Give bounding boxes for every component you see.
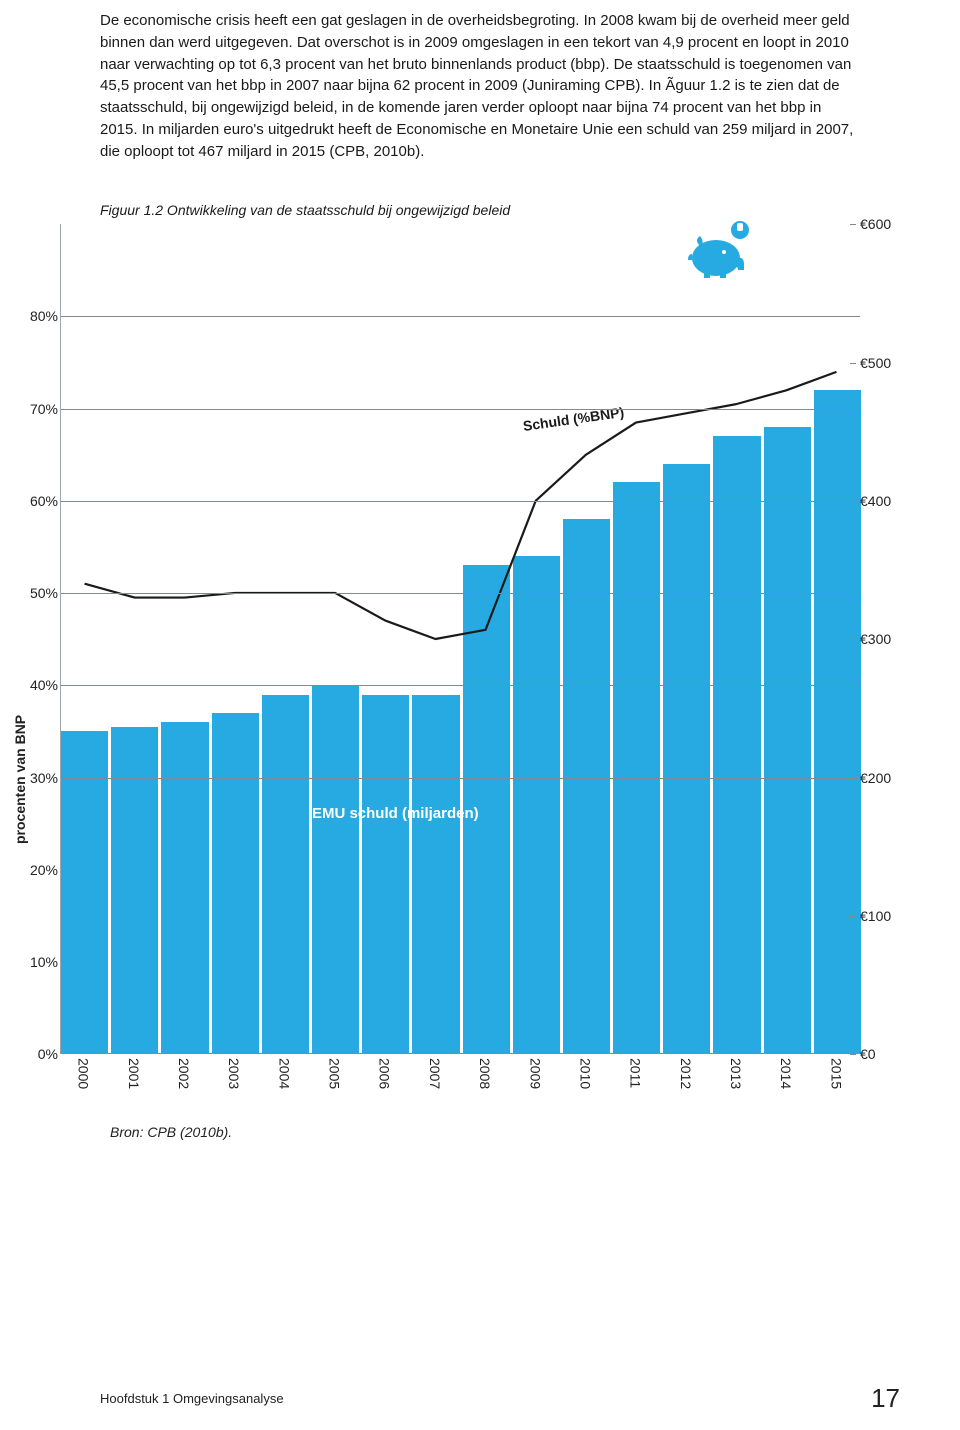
- y-right-tick: €400: [860, 493, 906, 509]
- line-layer: [61, 224, 860, 1054]
- y-left-tick: 80%: [28, 308, 58, 324]
- chart-title: Figuur 1.2 Ontwikkeling van de staatssch…: [100, 202, 960, 218]
- y-left-tick: 70%: [28, 401, 58, 417]
- y-left-axis-label: procenten van BNP: [12, 715, 28, 844]
- body-paragraph: De economische crisis heeft een gat gesl…: [100, 10, 860, 162]
- y-left-tick: 20%: [28, 862, 58, 878]
- y-left-tick: 10%: [28, 954, 58, 970]
- x-tick-label: 2005: [327, 1058, 343, 1089]
- x-tick-label: 2007: [427, 1058, 443, 1089]
- line-path: [85, 372, 837, 639]
- chart-source: Bron: CPB (2010b).: [110, 1124, 232, 1140]
- x-tick-label: 2000: [76, 1058, 92, 1089]
- footer-page-number: 17: [871, 1383, 900, 1414]
- x-tick-label: 2001: [126, 1058, 142, 1089]
- piggy-bank-icon: [686, 220, 756, 280]
- y-left-tick: 60%: [28, 493, 58, 509]
- y-left-tick: 30%: [28, 770, 58, 786]
- footer-chapter: Hoofdstuk 1 Omgevingsanalyse: [100, 1391, 284, 1406]
- x-tick-label: 2004: [276, 1058, 292, 1089]
- x-tick-label: 2002: [176, 1058, 192, 1089]
- x-tick-label: 2006: [377, 1058, 393, 1089]
- x-tick-label: 2013: [728, 1058, 744, 1089]
- bar-series-label: EMU schuld (miljarden): [312, 805, 479, 822]
- y-right-tick: €100: [860, 908, 906, 924]
- y-right-tick: €0: [860, 1046, 906, 1062]
- x-tick-label: 2014: [778, 1058, 794, 1089]
- x-tick-label: 2015: [828, 1058, 844, 1089]
- x-tick-label: 2011: [628, 1058, 644, 1088]
- chart-container: procenten van BNP EMU-schuld in miljarde…: [0, 224, 960, 1184]
- y-left-tick: 0%: [28, 1046, 58, 1062]
- y-left-tick: 40%: [28, 677, 58, 693]
- chart-plot-area: EMU schuld (miljarden) Schuld (%BNP): [60, 224, 860, 1054]
- x-tick-label: 2010: [577, 1058, 593, 1089]
- y-right-tick: €600: [860, 216, 906, 232]
- y-right-tick: €500: [860, 355, 906, 371]
- x-tick-label: 2008: [477, 1058, 493, 1089]
- x-tick-label: 2012: [678, 1058, 694, 1089]
- y-left-tick: 50%: [28, 585, 58, 601]
- y-right-tick: €200: [860, 770, 906, 786]
- y-right-tick: €300: [860, 631, 906, 647]
- x-tick-label: 2003: [226, 1058, 242, 1089]
- x-axis-labels: 2000 2001 2002 2003 2004 2005 2006 2007 2008 2009…: [60, 1058, 860, 1118]
- x-tick-label: 2009: [527, 1058, 543, 1089]
